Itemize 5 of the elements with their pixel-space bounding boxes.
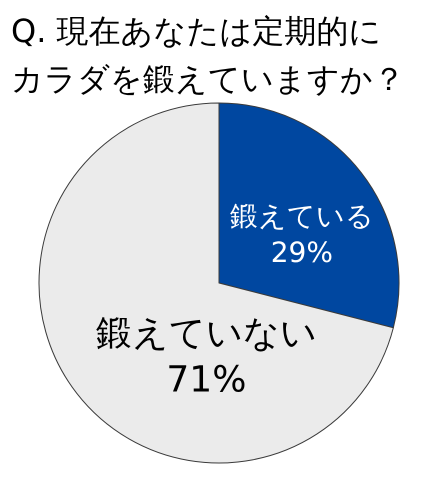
data-label: 71% xyxy=(166,360,246,401)
data-label: 29% xyxy=(270,236,333,270)
slice-label: 鍛えていない xyxy=(96,312,317,354)
slice-label: 鍛えている xyxy=(230,200,374,233)
chart-title: Q. 現在あなたは定期的にカラダを鍛えていますか？ xyxy=(11,12,405,98)
